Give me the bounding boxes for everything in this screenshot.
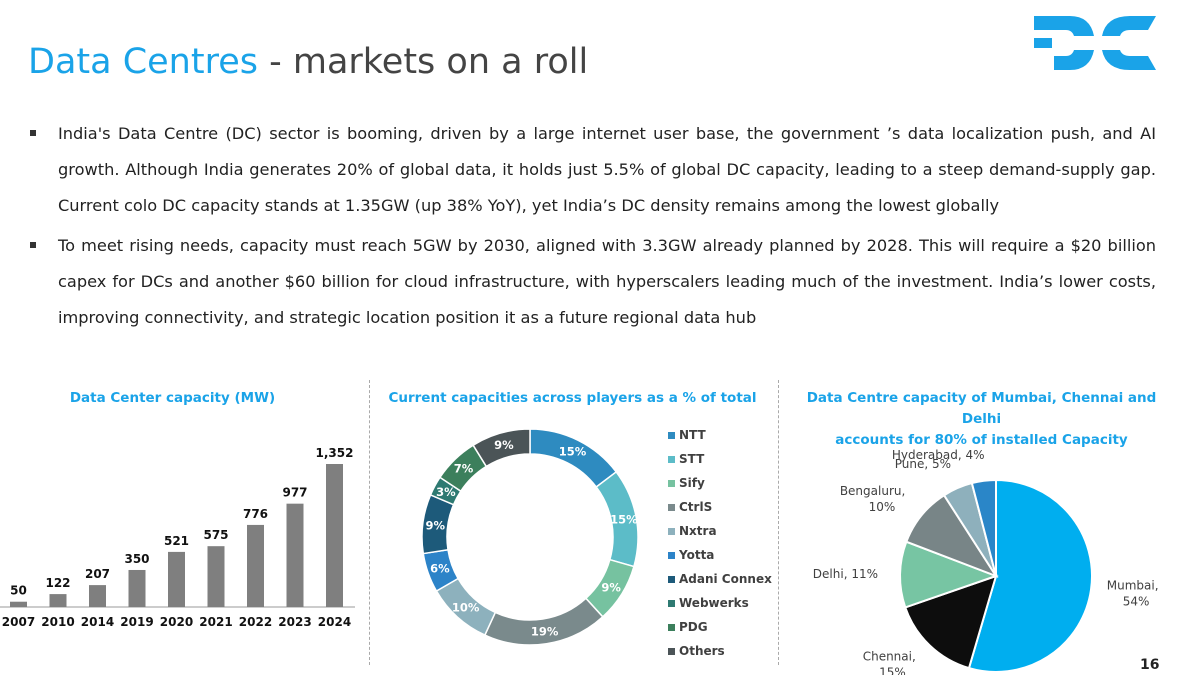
bar xyxy=(207,546,225,607)
slice-label: 9% xyxy=(425,518,445,532)
bullet-text: To meet rising needs, capacity must reac… xyxy=(58,236,1156,327)
title-rest: - markets on a roll xyxy=(257,42,589,82)
bar-value-label: 521 xyxy=(164,534,189,548)
legend-swatch xyxy=(668,600,675,607)
slice-label: Chennai, 15% xyxy=(863,649,916,675)
legend-label: Webwerks xyxy=(679,596,749,610)
bullet-text: India's Data Centre (DC) sector is boomi… xyxy=(58,124,1156,215)
legend-swatch xyxy=(668,528,675,535)
slice-label: 9% xyxy=(494,438,514,452)
bullet-square-icon xyxy=(30,130,36,136)
x-tick-label: 2023 xyxy=(278,615,311,629)
slice-label: 15% xyxy=(610,512,638,526)
bar xyxy=(89,585,106,607)
bar xyxy=(286,503,304,607)
bar-value-label: 350 xyxy=(124,552,149,566)
slice-label: 9% xyxy=(601,580,621,594)
legend-label: Nxtra xyxy=(679,524,717,538)
bar xyxy=(247,524,264,607)
bar xyxy=(128,569,146,607)
bar-chart-title: Data Center capacity (MW) xyxy=(69,390,276,406)
donut-chart: 15% 15% 9% 19% 10% 6% 9% 3% 7% 9% NTT STT Sify CtrlS N… xyxy=(421,428,772,658)
bullet-list: India's Data Centre (DC) sector is boomi… xyxy=(28,116,1156,340)
legend-swatch xyxy=(668,552,675,559)
donut-chart-title: Current capacities across players as a %… xyxy=(388,390,757,406)
bar xyxy=(49,594,67,607)
legend-label: Others xyxy=(679,644,725,658)
legend-label: CtrlS xyxy=(679,500,712,514)
bar xyxy=(326,464,343,607)
pie-slice xyxy=(967,478,1093,673)
pie-slice xyxy=(970,478,997,577)
legend-label: Yotta xyxy=(678,548,714,562)
bar-value-label: 776 xyxy=(243,507,268,521)
pie-title-line: Data Centre capacity of Mumbai, Chennai … xyxy=(806,390,1157,427)
bar-value-label: 1,352 xyxy=(316,446,354,460)
legend-label: NTT xyxy=(679,428,707,442)
bar-value-label: 575 xyxy=(203,528,228,542)
legend-swatch xyxy=(668,456,675,463)
slice-label: 3% xyxy=(436,485,456,499)
legend-swatch xyxy=(668,504,675,511)
bullet-item: To meet rising needs, capacity must reac… xyxy=(28,228,1156,336)
slice-label: 10% xyxy=(452,601,480,615)
pie-chart: Mumbai, 54% Chennai, 15% Delhi, 11% Bengaluru… xyxy=(813,448,1159,675)
legend-swatch xyxy=(668,624,675,631)
legend-label: STT xyxy=(679,452,705,466)
page-title: Data Centres - markets on a roll xyxy=(28,40,588,84)
bar xyxy=(168,551,185,607)
donut-slice xyxy=(472,428,531,468)
divider xyxy=(369,380,370,665)
x-tick-label: 2020 xyxy=(160,615,193,629)
legend-swatch xyxy=(668,576,675,583)
slice-label: 6% xyxy=(430,562,450,576)
x-tick-label: 2019 xyxy=(120,615,153,629)
slice-label: Pune, 5% xyxy=(895,457,951,471)
slice-label: 7% xyxy=(454,461,474,475)
bullet-square-icon xyxy=(30,242,36,248)
divider xyxy=(778,380,779,665)
slice-label: Delhi, 11% xyxy=(813,567,878,581)
slice-label: Hyderabad, 4% xyxy=(892,448,985,462)
legend-swatch xyxy=(668,480,675,487)
pie-slice xyxy=(899,540,999,609)
legend-label: Sify xyxy=(679,476,705,490)
bar-value-label: 977 xyxy=(282,486,307,500)
slice-label: Bengaluru, 10% xyxy=(840,484,905,514)
x-tick-label: 2010 xyxy=(41,615,74,629)
x-tick-label: 2007 xyxy=(2,615,35,629)
slice-label: 19% xyxy=(531,624,559,638)
legend-swatch xyxy=(668,648,675,655)
slice-label: 15% xyxy=(559,445,587,459)
x-tick-label: 2014 xyxy=(81,615,114,629)
dc-logo-icon xyxy=(1034,16,1156,70)
title-highlight: Data Centres xyxy=(28,42,258,82)
bar-value-label: 207 xyxy=(85,567,110,581)
x-tick-label: 2021 xyxy=(199,615,232,629)
legend-label: PDG xyxy=(679,620,708,634)
legend-label: Adani Connex xyxy=(679,572,772,586)
x-tick-label: 2024 xyxy=(318,615,351,629)
bar-value-label: 122 xyxy=(45,576,70,590)
bar-value-label: 50 xyxy=(10,584,27,598)
x-tick-label: 2022 xyxy=(239,615,272,629)
bar xyxy=(10,601,27,607)
pie-slice xyxy=(904,574,998,670)
page-number: 16 xyxy=(1140,657,1160,673)
pie-title-line: accounts for 80% of installed Capacity xyxy=(835,432,1128,448)
bullet-item: India's Data Centre (DC) sector is boomi… xyxy=(28,116,1156,224)
bar-chart: 50 2007 122 2010 207 2014 350 2019 521 2020 575 202… xyxy=(0,446,355,629)
legend-swatch xyxy=(668,432,675,439)
pie-chart-title: Data Centre capacity of Mumbai, Chennai … xyxy=(786,388,1177,451)
slice-label: Mumbai, 54% xyxy=(1107,578,1159,608)
